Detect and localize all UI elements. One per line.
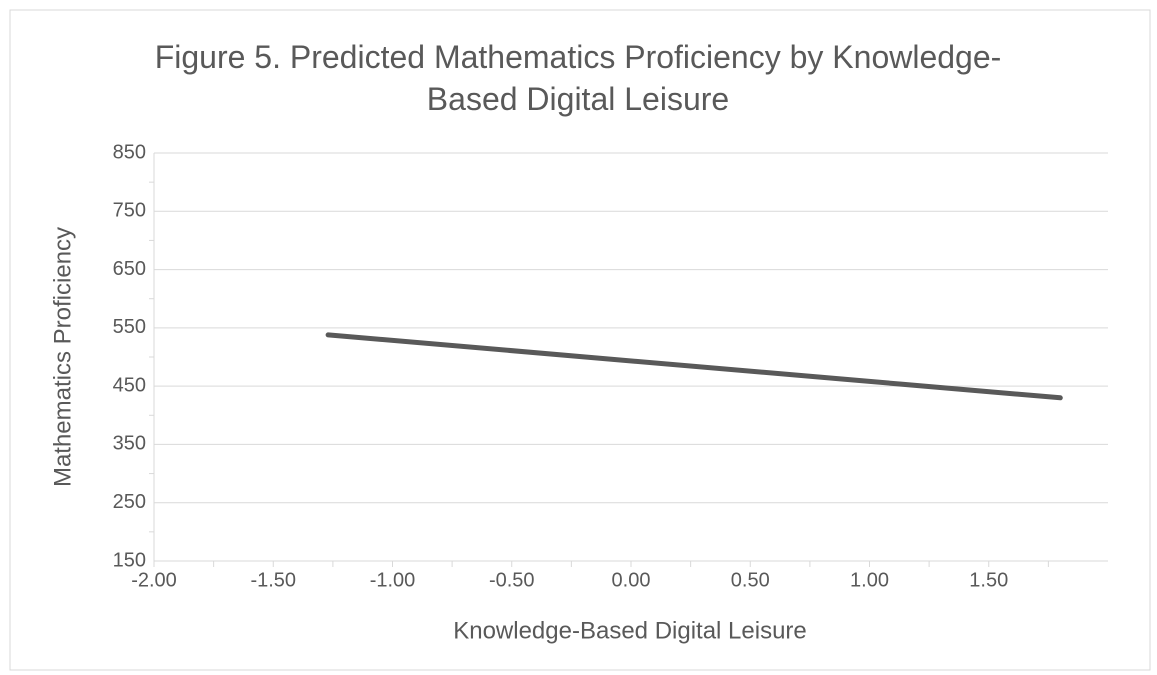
y-axis-label: Mathematics Proficiency: [49, 227, 76, 487]
chart-border: [9, 9, 1151, 671]
y-tick-label: 450: [113, 374, 146, 396]
y-tick-label: 650: [113, 258, 146, 280]
data-line: [325, 332, 1063, 401]
y-tick-label: 150: [113, 549, 146, 571]
x-tick-label: 0.50: [731, 569, 770, 591]
y-tick-label: 550: [113, 316, 146, 338]
x-tick-label: -2.00: [131, 569, 177, 591]
x-tick-label: -1.00: [370, 569, 416, 591]
x-tick-label: 1.00: [850, 569, 889, 591]
y-tick-label: 850: [113, 141, 146, 163]
x-tick-label: -0.50: [489, 569, 535, 591]
x-axis-label: Knowledge-Based Digital Leisure: [453, 617, 807, 644]
x-tick-label: -1.50: [250, 569, 296, 591]
chart-title: Figure 5. Predicted Mathematics Proficie…: [154, 39, 1002, 117]
y-tick-label: 350: [113, 433, 146, 455]
y-tick-label: 250: [113, 491, 146, 513]
x-tick-label: 0.00: [612, 569, 651, 591]
y-tick-label: 750: [113, 200, 146, 222]
x-tick-label: 1.50: [969, 569, 1008, 591]
